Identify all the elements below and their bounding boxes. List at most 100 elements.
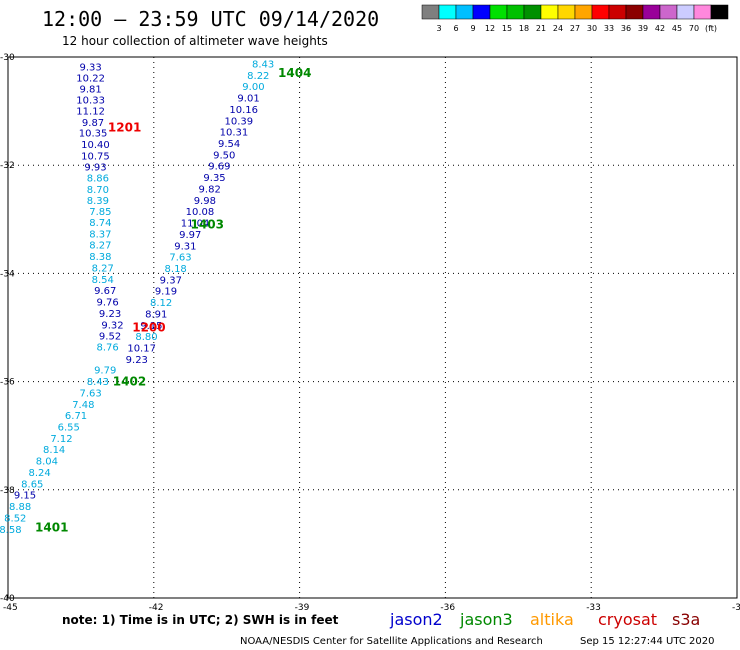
- swh-value: 10.35: [79, 129, 108, 140]
- x-tick-label: -42: [149, 603, 164, 613]
- colorbar-label: 3: [436, 24, 441, 33]
- swh-value: 8.27: [89, 241, 111, 252]
- colorbar-legend: 3 6 9 12 15 18 21 24 27 30 33 36 39 42 45 70 (ft): [421, 4, 729, 33]
- swh-value: 8.39: [87, 196, 109, 207]
- swh-value: 9.15: [14, 491, 36, 502]
- swh-value: 8.12: [150, 298, 172, 309]
- x-tick-label: -36: [440, 603, 455, 613]
- swh-value: 9.23: [126, 355, 148, 366]
- colorbar-swatch: [710, 4, 729, 20]
- pass-label: 1201: [108, 120, 141, 134]
- note-text: note: 1) Time is in UTC; 2) SWH is in fe…: [62, 613, 339, 627]
- swh-value: 9.15: [140, 321, 162, 332]
- track-1201: 9.3310.229.8110.3311.129.8710.3510.4010.…: [76, 63, 123, 354]
- colorbar-swatch: [659, 4, 678, 20]
- colorbar-swatch: [591, 4, 610, 20]
- swh-value: 7.48: [72, 400, 94, 411]
- swh-value: 10.16: [229, 105, 258, 116]
- swh-value: 8.86: [87, 174, 109, 185]
- swh-value: 9.35: [203, 173, 225, 184]
- swh-value: 8.65: [21, 479, 43, 490]
- y-tick-label: -30: [0, 53, 15, 63]
- swh-value: 11.04: [181, 219, 210, 230]
- sat-altika: altika: [530, 610, 574, 629]
- swh-value: 9.98: [194, 196, 216, 207]
- colorbar-swatch: [489, 4, 508, 20]
- swh-value: 10.39: [225, 116, 254, 127]
- x-tick-label: -39: [295, 603, 310, 613]
- colorbar-swatch: [472, 4, 491, 20]
- colorbar-swatch: [438, 4, 457, 20]
- swh-value: 8.80: [135, 332, 157, 343]
- swh-value: 8.04: [36, 457, 58, 468]
- plot-frame: [7, 56, 738, 599]
- swh-value: 8.24: [28, 468, 50, 479]
- colorbar-label: 18: [519, 24, 529, 33]
- swh-value: 9.93: [84, 162, 106, 173]
- swh-value: 8.43: [252, 59, 274, 70]
- colorbar-swatch: [557, 4, 576, 20]
- swh-value: 9.54: [218, 139, 240, 150]
- swh-value: 8.74: [89, 218, 111, 229]
- swh-value: 8.22: [247, 71, 269, 82]
- y-tick-label: -36: [0, 378, 15, 388]
- colorbar-label: 24: [553, 24, 563, 33]
- swh-value: 9.31: [174, 241, 196, 252]
- swh-value: 9.19: [155, 287, 177, 298]
- swh-value: 7.12: [50, 434, 72, 445]
- footer-source: NOAA/NESDIS Center for Satellite Applica…: [240, 636, 543, 647]
- colorbar-label: 70: [689, 24, 699, 33]
- colorbar-label: 36: [621, 24, 631, 33]
- swh-value: 9.67: [94, 286, 116, 297]
- swh-value: 8.54: [92, 275, 114, 286]
- sat-s3a: s3a: [672, 610, 700, 629]
- swh-value: 8.14: [43, 445, 65, 456]
- colorbar-label: 27: [570, 24, 580, 33]
- swh-value: 8.52: [4, 513, 26, 524]
- swh-value: 10.31: [220, 128, 249, 139]
- colorbar-label: 45: [672, 24, 682, 33]
- swh-value: 9.01: [237, 94, 259, 105]
- swh-value: 9.00: [242, 82, 264, 93]
- colorbar-swatch: [421, 4, 440, 20]
- colorbar-label: 33: [604, 24, 614, 33]
- swh-value: 8.43: [87, 377, 109, 388]
- swh-value: 9.81: [79, 84, 101, 95]
- swh-value: 10.08: [186, 207, 215, 218]
- swh-value: 7.85: [89, 207, 111, 218]
- colorbar-swatch: [642, 4, 661, 20]
- pass-label: 1401: [35, 521, 68, 535]
- plot-area: -30 -32 -34 -36 -38 -40-45 -42 -39 -36 -33 -30 9.3…: [0, 53, 740, 613]
- footer-timestamp: Sep 15 12:27:44 UTC 2020: [580, 636, 714, 647]
- satellite-legend: jason2 jason3 altika cryosat s3a: [389, 610, 700, 629]
- colorbar-label: 30: [587, 24, 597, 33]
- swh-value: 10.40: [81, 140, 110, 151]
- colorbar-label: 39: [638, 24, 648, 33]
- colorbar-swatch: [676, 4, 695, 20]
- swh-value: 9.37: [160, 275, 182, 286]
- sat-cryosat: cryosat: [598, 610, 657, 629]
- colorbar-label: 6: [453, 24, 458, 33]
- swh-value: 9.97: [179, 230, 201, 241]
- pass-label: 1403: [191, 218, 224, 232]
- colorbar-label: 21: [536, 24, 546, 33]
- x-tick-label: -33: [586, 603, 601, 613]
- y-tick-label: -32: [0, 161, 15, 171]
- colorbar-swatch: [455, 4, 474, 20]
- swh-value: 7.63: [79, 388, 101, 399]
- swh-value: 6.71: [65, 411, 87, 422]
- axis-ticks: -30 -32 -34 -36 -38 -40-45 -42 -39 -36 -33 -30: [0, 53, 740, 613]
- colorbar-swatch: [506, 4, 525, 20]
- swh-value: 9.50: [213, 150, 235, 161]
- colorbar-label: 42: [655, 24, 665, 33]
- swh-value: 8.76: [96, 342, 118, 353]
- swh-value: 11.12: [76, 107, 105, 118]
- chart-title: 12:00 – 23:59 UTC 09/14/2020: [42, 7, 379, 31]
- swh-value: 8.37: [89, 229, 111, 240]
- colorbar-swatch: [693, 4, 712, 20]
- y-tick-label: -40: [0, 594, 15, 604]
- swh-value: 8.88: [9, 502, 31, 513]
- sat-jason2: jason2: [389, 610, 443, 629]
